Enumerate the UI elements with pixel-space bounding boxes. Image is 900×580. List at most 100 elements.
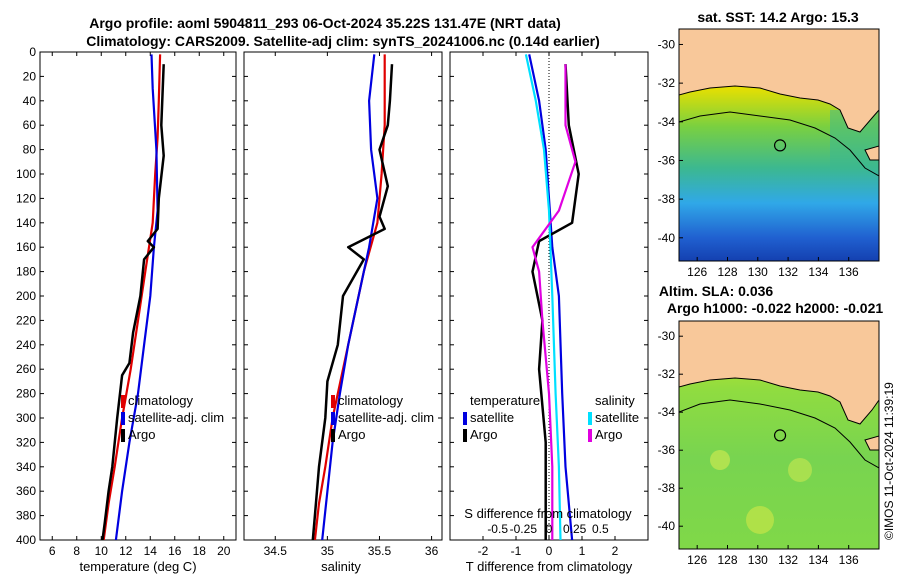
sla-map-title-line2: Argo h1000: -0.022 h2000: -0.021 bbox=[667, 300, 884, 316]
y-tick-label: 200 bbox=[16, 289, 36, 303]
legend-heading-temperature: temperature bbox=[470, 393, 540, 408]
map-y-tick-label: -34 bbox=[658, 115, 676, 129]
x-tick-label: 14 bbox=[144, 544, 158, 558]
map-y-tick-label: -40 bbox=[658, 519, 676, 533]
y-tick-label: 240 bbox=[16, 338, 36, 352]
series-line-satellite-adj-clim bbox=[322, 54, 377, 540]
y-tick-label: 80 bbox=[23, 143, 37, 157]
imos-timestamp: ©IMOS 11-Oct-2024 11:39:19 bbox=[882, 382, 896, 540]
x-tick-label: 20 bbox=[217, 544, 231, 558]
difference-panel: -2-1012 S difference from climatology -0… bbox=[450, 52, 648, 574]
sla-anomaly-patch bbox=[710, 450, 730, 470]
map-y-tick-label: -36 bbox=[658, 153, 676, 167]
s-tick-label: 0 bbox=[546, 522, 553, 536]
salinity-x-label: salinity bbox=[321, 559, 361, 574]
sla-anomaly-patch bbox=[788, 458, 812, 482]
sla-map-title-line1: Altim. SLA: 0.036 bbox=[659, 283, 774, 299]
s-tick-label: -0.25 bbox=[510, 522, 538, 536]
sst-map-title: sat. SST: 14.2 Argo: 15.3 bbox=[697, 9, 859, 25]
legend-swatch-climatology bbox=[121, 395, 125, 408]
y-tick-label: 0 bbox=[29, 45, 36, 59]
x-tick-label: 0 bbox=[546, 544, 553, 558]
temperature-axes-frame bbox=[40, 52, 236, 540]
y-tick-label: 60 bbox=[23, 118, 37, 132]
x-tick-label: 12 bbox=[119, 544, 133, 558]
legend-swatch-satellite bbox=[121, 412, 125, 425]
x-tick-label: 16 bbox=[168, 544, 182, 558]
legend-label-t-satellite: satellite bbox=[470, 410, 514, 425]
y-tick-label: 320 bbox=[16, 435, 36, 449]
figure-title-line1: Argo profile: aoml 5904811_293 06-Oct-20… bbox=[89, 15, 561, 31]
y-tick-label: 380 bbox=[16, 509, 36, 523]
legend-swatch-s-satellite bbox=[588, 412, 592, 425]
x-tick-label: 35 bbox=[321, 544, 335, 558]
series-line-climatology bbox=[315, 54, 385, 540]
legend-swatch-s-argo bbox=[588, 429, 592, 442]
y-tick-label: 360 bbox=[16, 484, 36, 498]
temperature-panel: 0204060801001201401601802002202402602803… bbox=[16, 45, 236, 574]
legend-label-argo: Argo bbox=[338, 427, 365, 442]
map-x-tick-label: 128 bbox=[717, 553, 737, 567]
x-tick-label: 35.5 bbox=[368, 544, 392, 558]
y-tick-label: 300 bbox=[16, 411, 36, 425]
map-y-tick-label: -30 bbox=[658, 37, 676, 51]
map-x-tick-label: 134 bbox=[808, 553, 828, 567]
x-tick-label: 36 bbox=[425, 544, 439, 558]
figure: Argo profile: aoml 5904811_293 06-Oct-20… bbox=[0, 0, 900, 580]
map-y-tick-label: -38 bbox=[658, 192, 676, 206]
map-y-tick-label: -36 bbox=[658, 443, 676, 457]
series-line-satellite-adj-clim bbox=[116, 54, 158, 540]
x-tick-label: 6 bbox=[49, 544, 56, 558]
legend-label-s-argo: Argo bbox=[595, 427, 622, 442]
legend-label-argo: Argo bbox=[128, 427, 155, 442]
map-y-tick-label: -40 bbox=[658, 231, 676, 245]
map-y-tick-label: -32 bbox=[658, 76, 676, 90]
map-x-tick-label: 130 bbox=[748, 265, 768, 279]
salinity-lines bbox=[313, 54, 392, 540]
y-tick-label: 140 bbox=[16, 216, 36, 230]
map-x-tick-label: 132 bbox=[778, 265, 798, 279]
legend-swatch-t-argo bbox=[463, 429, 467, 442]
temperature-lines bbox=[103, 54, 164, 540]
difference-x-label: T difference from climatology bbox=[466, 559, 633, 574]
map-x-tick-label: 126 bbox=[687, 265, 707, 279]
legend-swatch-argo bbox=[121, 429, 125, 442]
difference-lines bbox=[526, 54, 579, 540]
y-tick-label: 220 bbox=[16, 313, 36, 327]
y-tick-label: 160 bbox=[16, 240, 36, 254]
y-tick-label: 40 bbox=[23, 94, 37, 108]
y-tick-label: 280 bbox=[16, 387, 36, 401]
legend-label-t-argo: Argo bbox=[470, 427, 497, 442]
y-tick-label: 120 bbox=[16, 191, 36, 205]
map-x-tick-label: 136 bbox=[839, 265, 859, 279]
y-tick-label: 20 bbox=[23, 69, 37, 83]
salinity-legend: climatology satellite-adj. clim Argo bbox=[331, 393, 434, 442]
s-tick-label: 0.5 bbox=[592, 522, 609, 536]
legend-label-s-satellite: satellite bbox=[595, 410, 639, 425]
legend-swatch-satellite bbox=[331, 412, 335, 425]
s-difference-label: S difference from climatology bbox=[464, 506, 632, 521]
map-x-tick-label: 136 bbox=[839, 553, 859, 567]
map-x-tick-label: 130 bbox=[748, 553, 768, 567]
legend-label-satellite: satellite-adj. clim bbox=[338, 410, 434, 425]
y-tick-label: 100 bbox=[16, 167, 36, 181]
map-y-tick-label: -38 bbox=[658, 481, 676, 495]
x-tick-label: -2 bbox=[478, 544, 489, 558]
series-line-temperature-argo bbox=[533, 64, 579, 540]
y-tick-label: 340 bbox=[16, 460, 36, 474]
legend-label-satellite: satellite-adj. clim bbox=[128, 410, 224, 425]
map-y-tick-label: -32 bbox=[658, 367, 676, 381]
salinity-panel: 34.53535.536 salinity climatology satell… bbox=[244, 52, 442, 574]
x-tick-label: 1 bbox=[579, 544, 586, 558]
difference-x-ticks: -2-1012 bbox=[478, 52, 619, 558]
x-tick-label: 18 bbox=[193, 544, 207, 558]
temperature-x-label: temperature (deg C) bbox=[79, 559, 196, 574]
y-tick-label: 400 bbox=[16, 533, 36, 547]
s-tick-label: 0.25 bbox=[563, 522, 587, 536]
sla-map: Altim. SLA: 0.036 Argo h1000: -0.022 h20… bbox=[658, 283, 884, 567]
map-x-tick-label: 134 bbox=[808, 265, 828, 279]
map-x-tick-label: 126 bbox=[687, 553, 707, 567]
legend-swatch-climatology bbox=[331, 395, 335, 408]
sla-anomaly-patch bbox=[746, 506, 774, 534]
legend-label-climatology: climatology bbox=[128, 393, 194, 408]
